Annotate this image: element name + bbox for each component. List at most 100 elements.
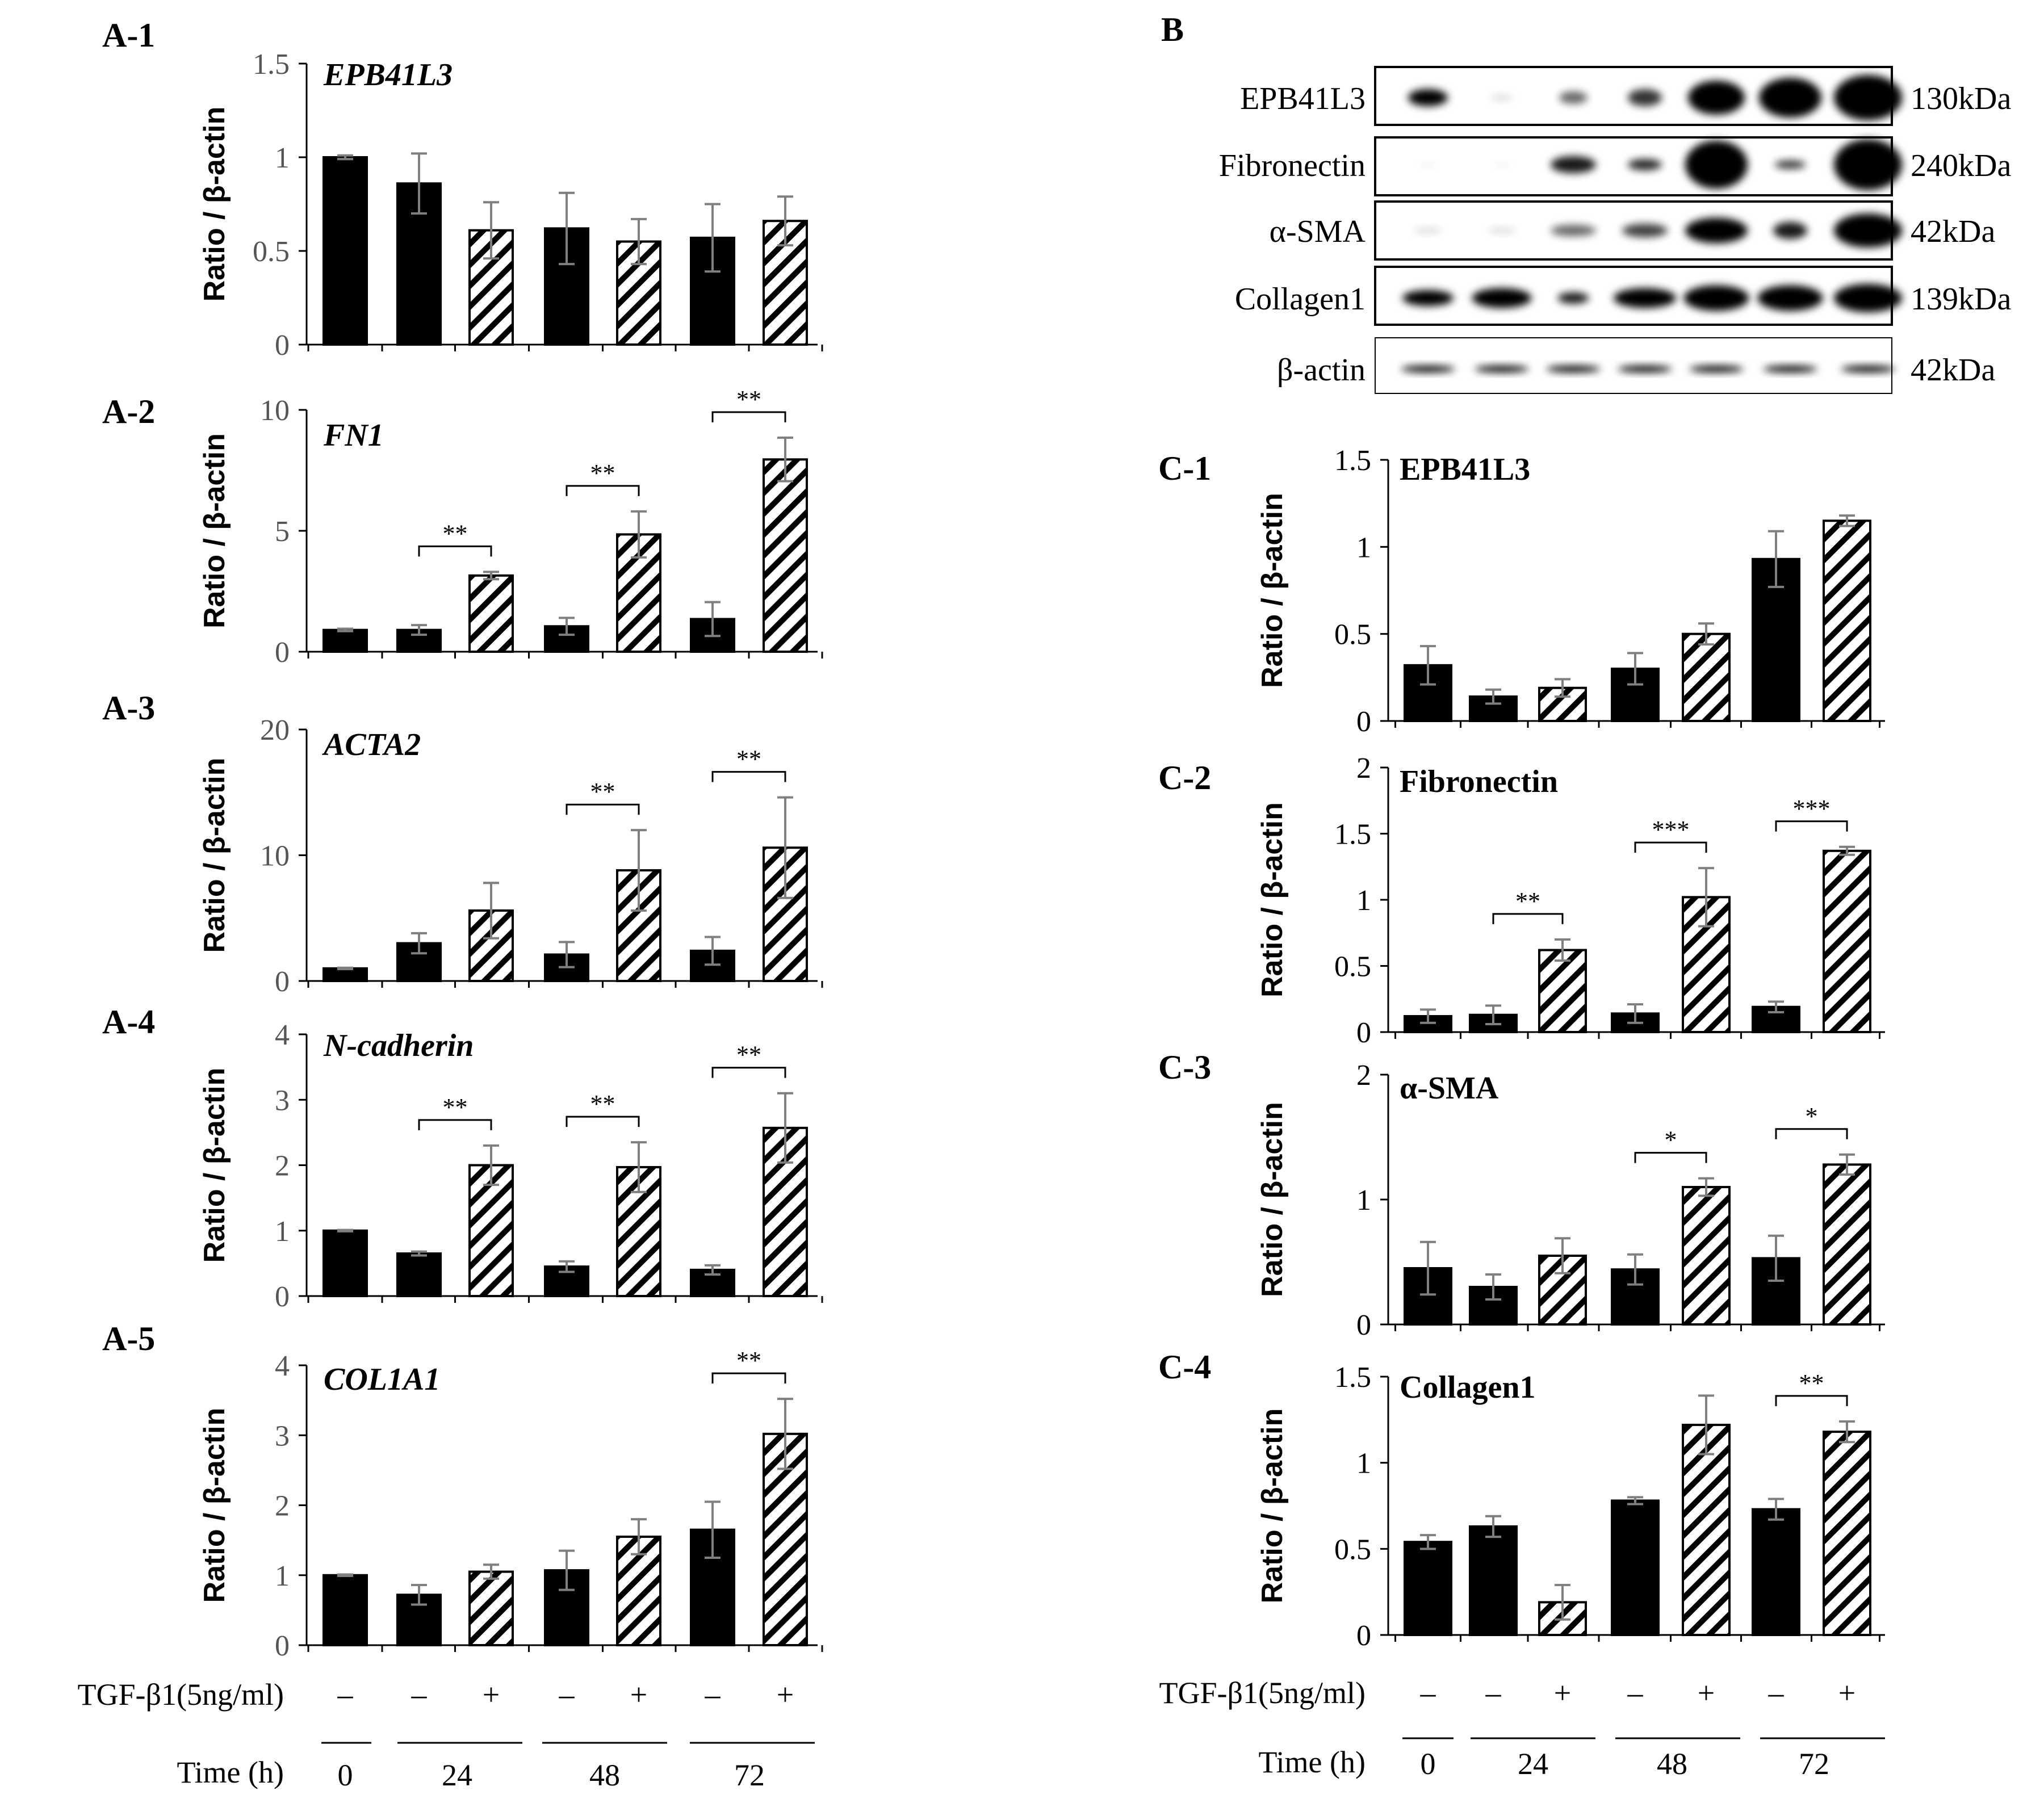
blot-band — [1834, 75, 1902, 120]
y-tick-label: 1.5 — [253, 48, 290, 81]
bar-0hminus — [1404, 1541, 1452, 1636]
y-tick-label: 4 — [275, 1019, 290, 1051]
bar-0hminus — [322, 1229, 368, 1297]
blot-band — [1759, 78, 1821, 118]
significance-bracket — [1775, 820, 1848, 832]
blot-band — [1688, 81, 1745, 115]
y-tick-label: 0 — [275, 1630, 290, 1662]
significance-label: * — [1806, 1102, 1818, 1130]
y-tick-label: 0 — [1356, 1017, 1371, 1049]
chart-title: α-SMA — [1400, 1071, 1499, 1106]
tgf-sign: + — [630, 1678, 647, 1712]
blot-band — [1614, 288, 1676, 308]
blot-frame — [1375, 337, 1892, 394]
tgf-sign: – — [1768, 1676, 1785, 1710]
chart-title: Fibronectin — [1400, 764, 1558, 799]
tgf-sign: – — [337, 1678, 354, 1712]
bar-48hplus — [1682, 1186, 1731, 1326]
blot-band — [1557, 292, 1589, 304]
blot-band — [1546, 366, 1601, 372]
significance-label: ** — [736, 385, 761, 413]
y-tick-label: 0 — [275, 636, 290, 669]
bar-24hplus — [468, 1164, 514, 1297]
y-tick-label: 2 — [275, 1490, 290, 1523]
blot-row: α-SMA 42kDa — [1270, 200, 1995, 261]
blot-band — [1685, 140, 1748, 189]
blot-band — [1493, 163, 1510, 166]
y-tick-label: 1 — [1356, 1448, 1371, 1480]
chart-a-3: 0 10 20 Ratio / β-actin ACTA2 ** ** — [198, 714, 823, 998]
bar-72hminus — [1752, 1508, 1800, 1636]
y-axis-label: Ratio / β-actin — [198, 107, 231, 302]
blot-row: Collagen1 139kDa — [1235, 266, 2011, 326]
blot-row: EPB41L3 130kDa — [1240, 66, 2011, 126]
significance-bracket — [418, 545, 492, 557]
blot-protein-label: Collagen1 — [1235, 282, 1366, 317]
y-tick-label: 1 — [1356, 531, 1371, 564]
blot-band — [1834, 139, 1902, 190]
panel-label-c2: C-2 — [1158, 759, 1211, 796]
chart-a-1: 0 0.5 1 1.5 Ratio / β-actin EPB41L3 — [198, 48, 823, 362]
bar-48hminus — [544, 227, 589, 346]
time-a-24: 24 — [442, 1758, 472, 1792]
y-tick-label: 10 — [260, 840, 290, 873]
blot-band — [1834, 213, 1902, 248]
time-c-0: 0 — [1421, 1747, 1436, 1781]
significance-bracket — [566, 803, 640, 815]
tgf-sign: – — [559, 1678, 575, 1712]
tgf-sign: – — [1627, 1676, 1644, 1710]
significance-bracket — [1634, 841, 1707, 853]
chart-title: COL1A1 — [324, 1362, 440, 1397]
tgf-signs-a: – – + – + – + — [337, 1678, 794, 1712]
blot-size-label: 240kDa — [1911, 148, 2011, 183]
y-tick-label: 1 — [275, 142, 290, 174]
blot-band — [1551, 225, 1596, 236]
y-tick-label: 20 — [260, 714, 290, 747]
blot-row: Fibronectin 240kDa — [1219, 136, 2011, 196]
chart-a-5: 0 1 2 3 4 Ratio / β-actin COL1A1 ** — [198, 1347, 823, 1662]
tgf-label-a: TGF-β1(5ng/ml) — [78, 1678, 284, 1712]
bar-0hminus — [322, 156, 368, 346]
significance-label: ** — [736, 1347, 761, 1374]
chart-title: EPB41L3 — [323, 57, 453, 93]
panel-label-c1: C-1 — [1158, 450, 1211, 487]
bar-24hplus — [468, 574, 514, 653]
panel-label-a3: A-3 — [102, 689, 155, 727]
bar-72hplus — [1823, 519, 1871, 722]
blot-band — [1683, 285, 1749, 311]
y-tick-label: 0 — [1356, 1620, 1371, 1652]
time-c-72: 72 — [1799, 1747, 1829, 1781]
blot-band — [1763, 366, 1817, 372]
conditions-a: TGF-β1(5ng/ml) – – + – + – + Time (h) 0 24 48 … — [78, 1678, 815, 1792]
bar-72hplus — [1823, 1163, 1871, 1326]
tgf-sign: – — [1420, 1676, 1436, 1710]
significance-label: ** — [1515, 887, 1540, 915]
y-axis-label: Ratio / β-actin — [1256, 493, 1289, 688]
blot-band — [1419, 163, 1436, 166]
tgf-signs-c: – – + – + – + — [1420, 1676, 1856, 1710]
significance-label: ** — [590, 1090, 615, 1118]
significance-label: *** — [1793, 795, 1831, 823]
chart-title: ACTA2 — [322, 727, 421, 762]
western-blot: EPB41L3 130kDa Fibronectin 240kDa α-SMA 42kDa… — [1219, 66, 2011, 394]
blot-protein-label: β-actin — [1277, 353, 1366, 388]
blot-band — [1628, 159, 1662, 170]
y-tick-label: 4 — [275, 1350, 290, 1382]
blot-band — [1689, 366, 1744, 372]
bar-0hminus — [322, 628, 368, 653]
y-tick-label: 0.5 — [1334, 1533, 1371, 1566]
significance-label: ** — [590, 778, 615, 806]
y-axis-label: Ratio / β-actin — [1256, 1102, 1289, 1297]
blot-band — [1834, 284, 1902, 312]
time-a-0: 0 — [338, 1758, 353, 1792]
blot-band — [1774, 160, 1806, 169]
significance-bracket — [1634, 1152, 1707, 1163]
tgf-sign: – — [705, 1678, 721, 1712]
blot-size-label: 42kDa — [1911, 353, 1995, 388]
time-label-a: Time (h) — [177, 1755, 284, 1789]
panel-label-b: B — [1161, 11, 1184, 48]
chart-title: N-cadherin — [323, 1028, 474, 1063]
significance-label: * — [1665, 1126, 1677, 1154]
